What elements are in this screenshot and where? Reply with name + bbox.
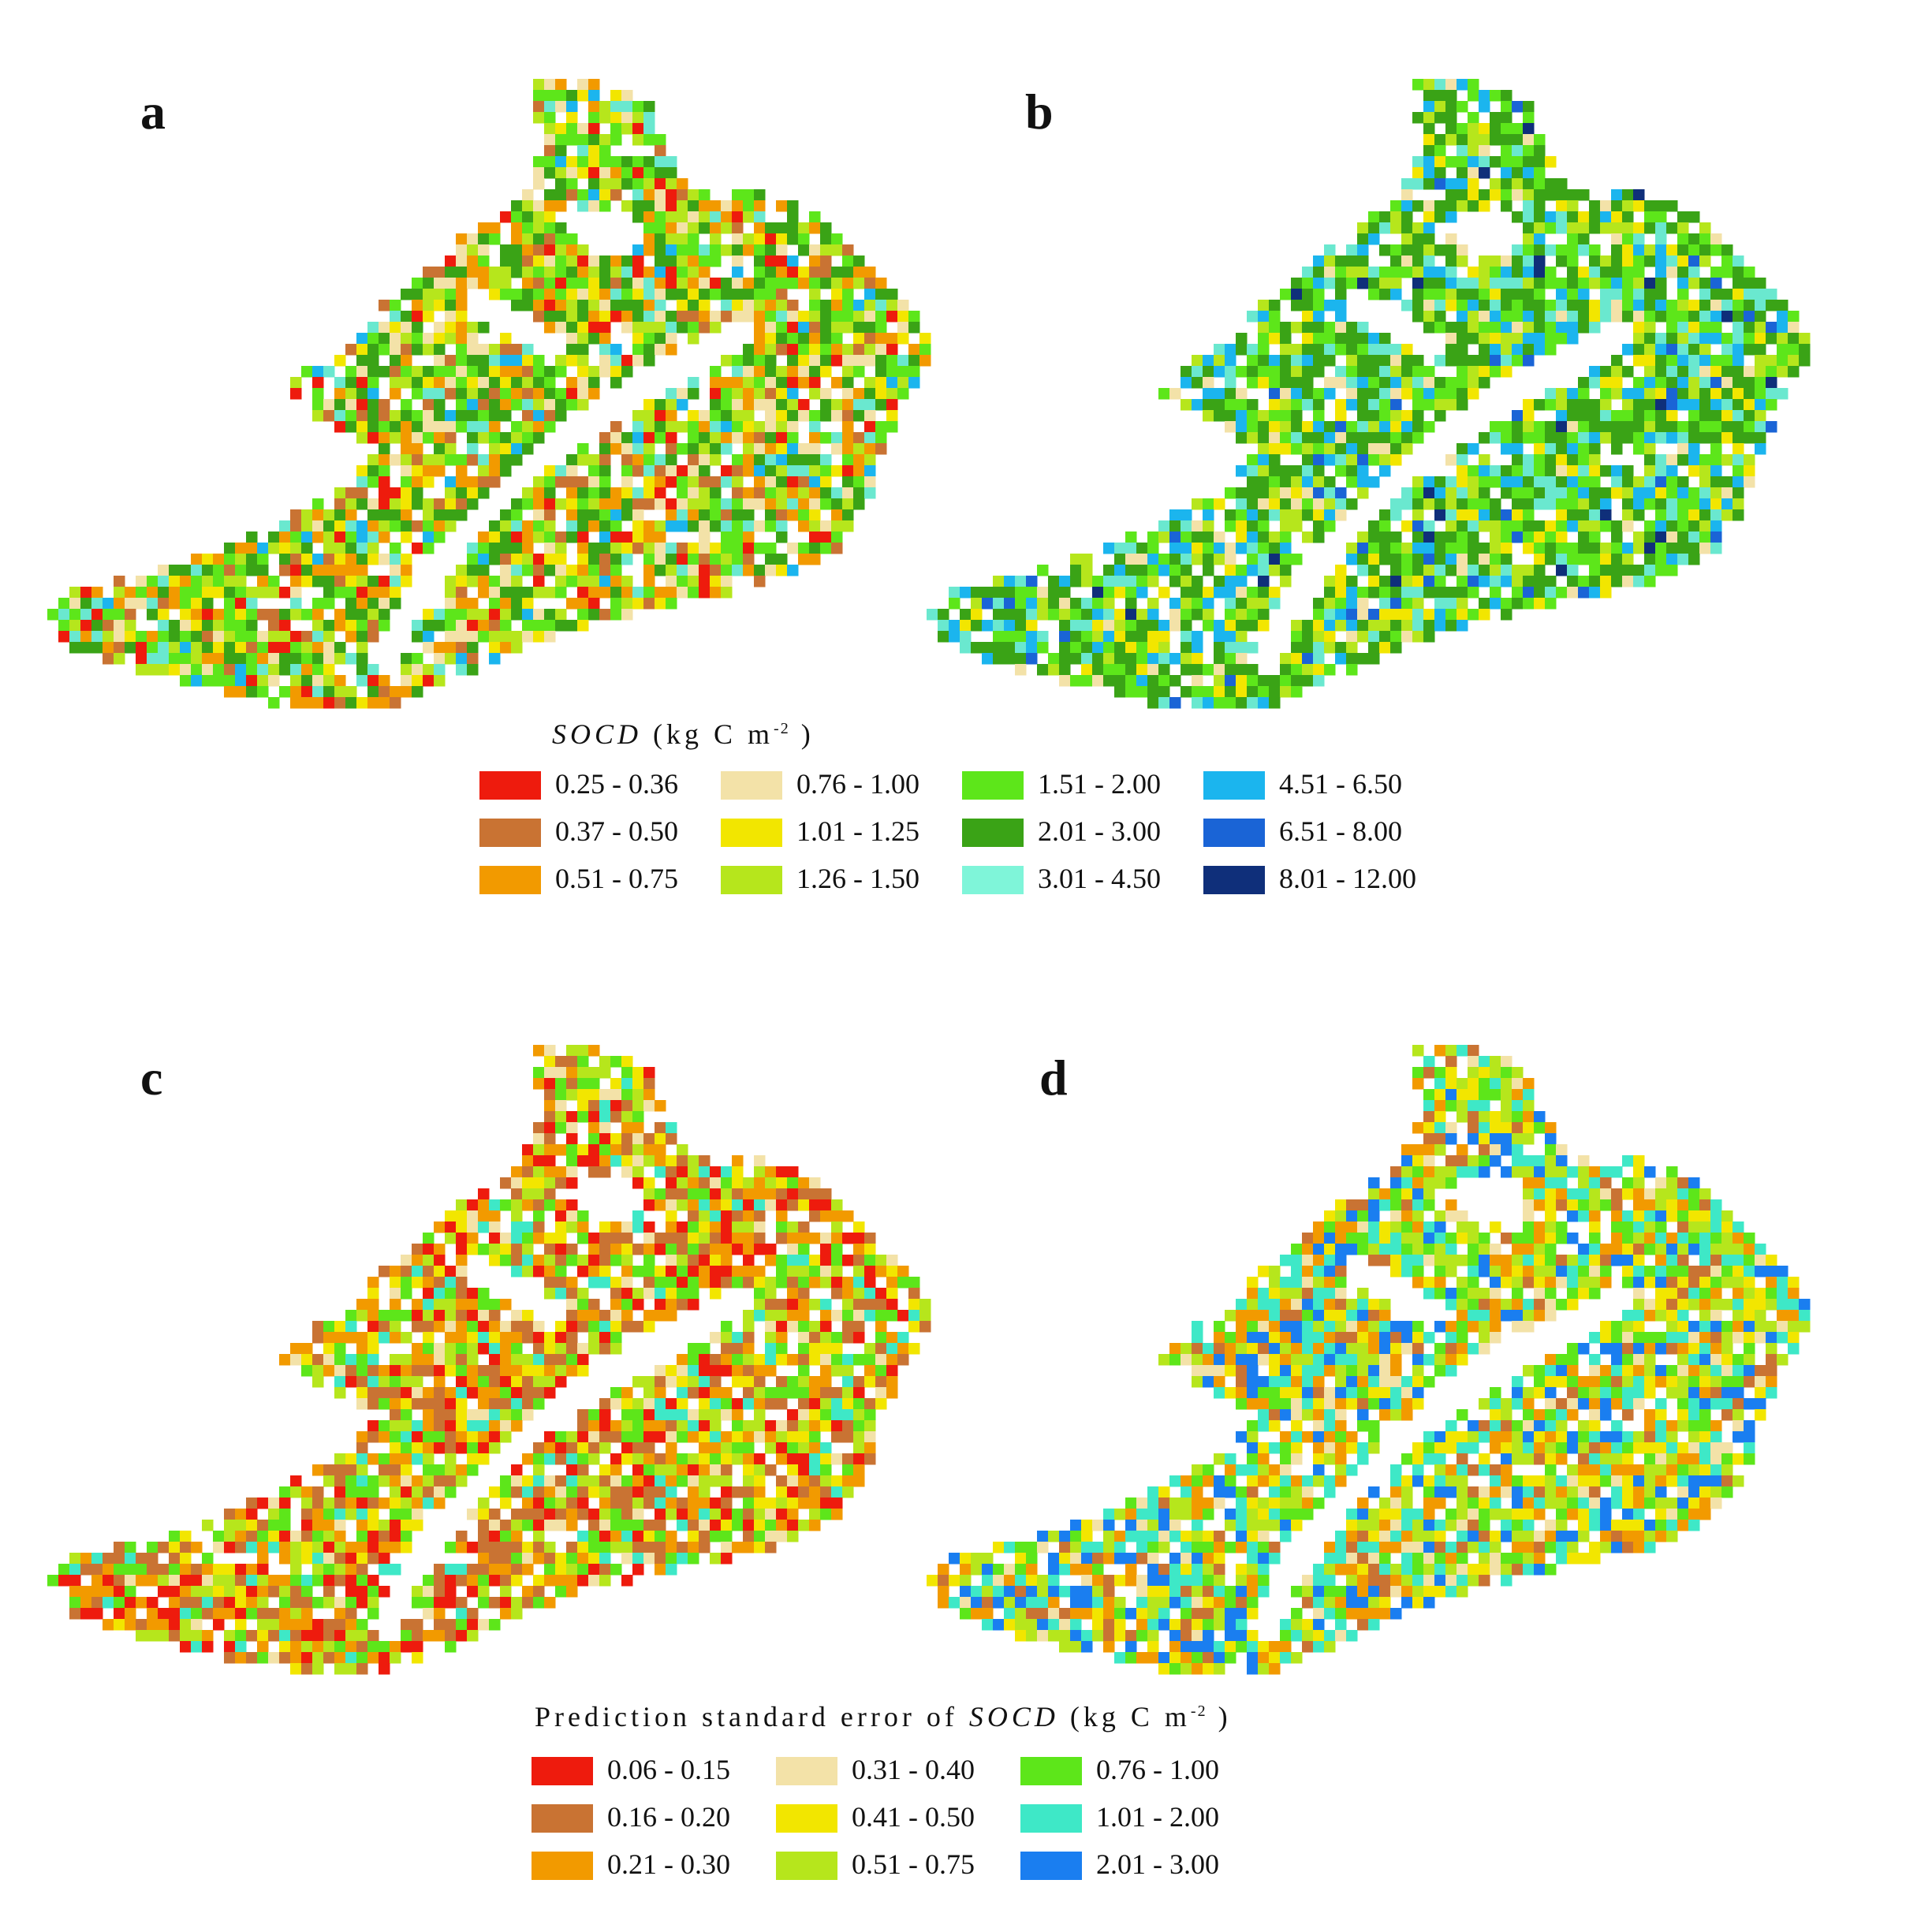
legend-label: 4.51 - 6.50 [1279,768,1402,800]
legend-swatch [776,1804,837,1833]
legend-label: 1.01 - 1.25 [796,815,919,847]
legend-label: 0.76 - 1.00 [1096,1754,1219,1785]
legend-title-socd: SOCD (kg C m-2 ) [552,718,815,751]
legend-label: 0.31 - 0.40 [852,1754,975,1785]
legend-swatch [962,771,1024,800]
legend-title-error: Prediction standard error of SOCD (kg C … [535,1700,1232,1733]
map-panel-d-prediction-error [927,1045,1811,1675]
legend-swatch [1020,1757,1082,1785]
legend-title-units: (kg C m [642,718,774,750]
legend-label: 0.06 - 0.15 [607,1754,730,1785]
legend-title-var: SOCD [552,718,643,750]
legend-swatch [721,819,782,847]
legend-label: 1.01 - 2.00 [1096,1801,1219,1833]
panel-label-d: d [1039,1050,1068,1106]
legend-title-units-close: ) [1207,1701,1232,1732]
legend-label: 0.16 - 0.20 [607,1801,730,1833]
map-panel-b-socd [927,79,1811,709]
legend-swatch [776,1757,837,1785]
legend-swatch [532,1804,593,1833]
legend-swatch [721,866,782,894]
map-panel-a-socd [47,79,931,709]
map-panel-c-prediction-error [47,1045,931,1675]
panel-label-c: c [140,1050,163,1106]
legend-swatch [721,771,782,800]
legend-title-var: SOCD [968,1701,1059,1732]
legend-swatch [776,1852,837,1880]
legend-title-sup: -2 [1190,1703,1207,1720]
legend-label: 2.01 - 3.00 [1038,815,1161,847]
legend-swatch [962,866,1024,894]
legend-swatch [532,1852,593,1880]
panel-label-b: b [1025,84,1054,140]
legend-label: 0.25 - 0.36 [555,768,678,800]
legend-swatch [1203,771,1265,800]
legend-swatch [479,819,541,847]
panel-label-a: a [140,84,166,140]
legend-title-sup: -2 [774,720,790,737]
legend-label: 6.51 - 8.00 [1279,815,1402,847]
legend-label: 0.37 - 0.50 [555,815,678,847]
legend-swatch [1203,866,1265,894]
legend-label: 1.26 - 1.50 [796,863,919,894]
legend-label: 0.51 - 0.75 [852,1848,975,1880]
legend-title-units-close: ) [789,718,815,750]
legend-swatch [479,771,541,800]
legend-swatch [1203,819,1265,847]
legend-label: 8.01 - 12.00 [1279,863,1416,894]
legend-label: 0.21 - 0.30 [607,1848,730,1880]
legend-label: 1.51 - 2.00 [1038,768,1161,800]
legend-swatch [1020,1804,1082,1833]
legend-title-units: (kg C m [1058,1701,1191,1732]
legend-title-prefix: Prediction standard error of [535,1701,969,1732]
legend-swatch [479,866,541,894]
legend-swatch [962,819,1024,847]
legend-label: 0.76 - 1.00 [796,768,919,800]
legend-swatch [532,1757,593,1785]
legend-label: 3.01 - 4.50 [1038,863,1161,894]
legend-label: 0.51 - 0.75 [555,863,678,894]
legend-label: 0.41 - 0.50 [852,1801,975,1833]
legend-label: 2.01 - 3.00 [1096,1848,1219,1880]
legend-swatch [1020,1852,1082,1880]
